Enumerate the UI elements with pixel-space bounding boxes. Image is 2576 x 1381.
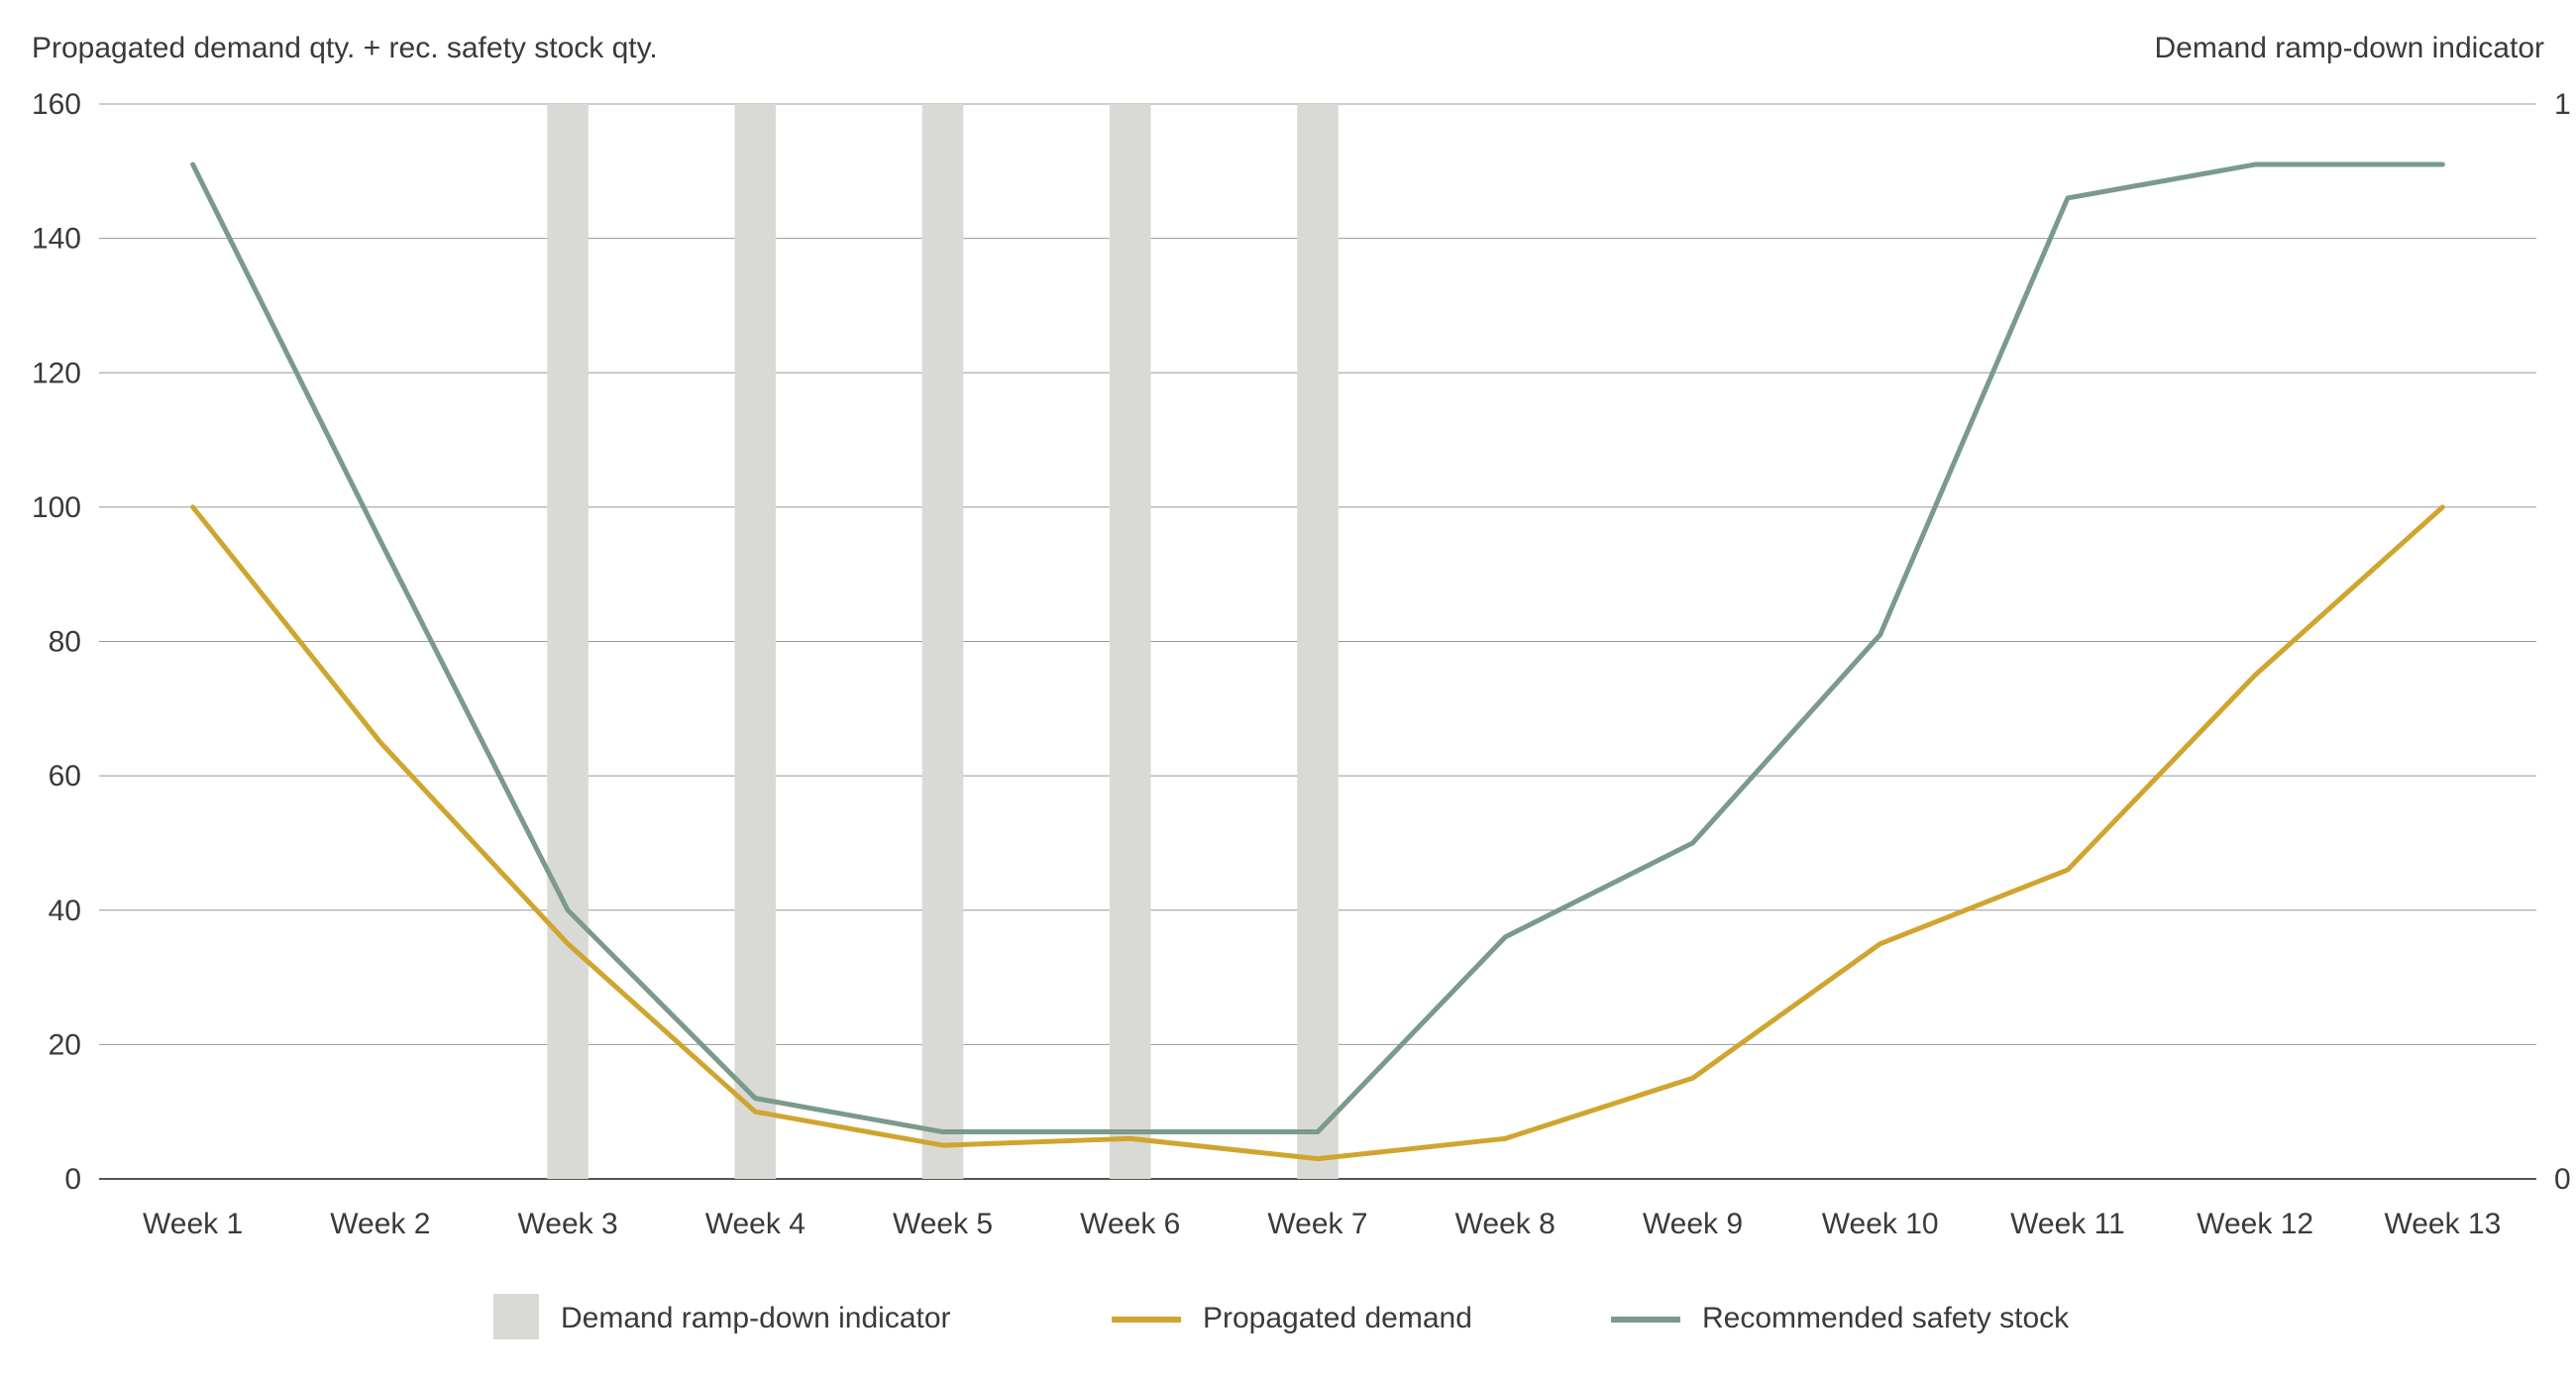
y-right-tick-label: 1 [2554, 88, 2571, 121]
x-tick-label: Week 5 [893, 1208, 993, 1240]
x-tick-label: Week 12 [2197, 1208, 2313, 1240]
x-tick-label: Week 2 [330, 1208, 430, 1240]
x-tick-label: Week 7 [1267, 1208, 1367, 1240]
y-left-tick-label: 80 [49, 626, 81, 659]
ramp-down-bar [1110, 104, 1151, 1179]
y-left-tick-label: 40 [49, 895, 81, 927]
x-tick-label: Week 10 [1822, 1208, 1939, 1240]
legend-label: Recommended safety stock [1702, 1302, 2070, 1334]
ramp-down-bar [922, 104, 964, 1179]
right-axis-title: Demand ramp-down indicator [2154, 32, 2544, 64]
y-left-tick-label: 160 [32, 88, 81, 121]
x-tick-label: Week 1 [143, 1208, 243, 1240]
ramp-down-bar [547, 104, 589, 1179]
y-left-tick-label: 20 [49, 1028, 81, 1061]
x-tick-label: Week 9 [1643, 1208, 1743, 1240]
y-left-tick-label: 100 [32, 491, 81, 524]
y-left-tick-label: 60 [49, 760, 81, 793]
legend-label: Propagated demand [1203, 1302, 1472, 1334]
legend-swatch [493, 1294, 539, 1339]
y-left-tick-label: 120 [32, 357, 81, 389]
legend-label: Demand ramp-down indicator [561, 1302, 951, 1334]
x-tick-label: Week 8 [1455, 1208, 1556, 1240]
x-tick-label: Week 3 [517, 1208, 617, 1240]
x-tick-label: Week 13 [2384, 1208, 2501, 1240]
x-tick-label: Week 4 [705, 1208, 805, 1240]
demand-chart: Propagated demand qty. + rec. safety sto… [0, 0, 2576, 1381]
ramp-down-bar [1297, 104, 1339, 1179]
y-left-tick-label: 140 [32, 223, 81, 256]
x-tick-label: Week 6 [1080, 1208, 1180, 1240]
x-tick-label: Week 11 [2010, 1208, 2125, 1240]
y-left-tick-label: 0 [64, 1163, 81, 1196]
left-axis-title: Propagated demand qty. + rec. safety sto… [32, 32, 658, 64]
y-right-tick-label: 0 [2554, 1163, 2571, 1196]
ramp-down-bar [734, 104, 776, 1179]
